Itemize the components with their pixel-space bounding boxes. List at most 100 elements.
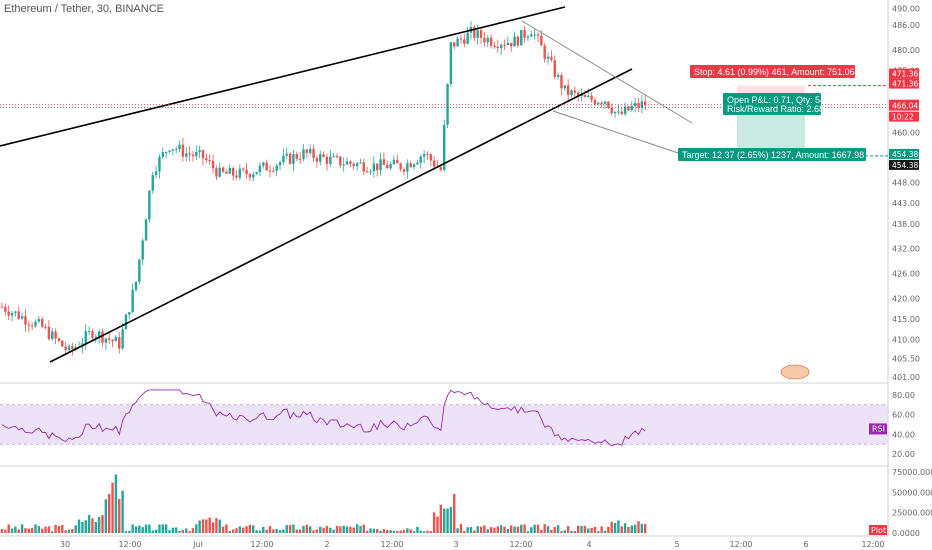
candle-body <box>392 159 396 165</box>
reward-zone <box>737 107 805 156</box>
price-tag <box>889 78 919 89</box>
volume-bar <box>225 524 228 533</box>
volume-bar <box>178 530 181 533</box>
candle-body <box>20 316 24 319</box>
candle-body <box>600 102 603 104</box>
candle-body <box>14 311 17 313</box>
volume-bar <box>610 521 613 533</box>
volume-bar <box>84 520 87 533</box>
candle-body <box>315 158 319 162</box>
candle-body <box>134 281 138 290</box>
price-tick-label: 410.00 <box>892 336 920 345</box>
time-axis: 30 12:00 Jul 12:00 2 12:00 3 12:00 4 5 12:00 6 12:00 <box>60 540 885 549</box>
volume-bar <box>238 526 242 533</box>
candle-body <box>342 164 345 166</box>
volume-bar <box>580 525 583 533</box>
volume-bar <box>101 515 104 533</box>
rsi-tick-label: 40.00 <box>892 430 915 439</box>
volume-bar <box>211 522 215 533</box>
volume-bar <box>386 530 389 533</box>
volume-bar <box>392 530 396 533</box>
candle-body <box>526 36 530 38</box>
price-tag-label: 454.38 <box>892 150 918 159</box>
volume-bar <box>235 528 238 533</box>
candle-body <box>332 155 335 157</box>
volume-bar <box>600 526 603 533</box>
candle-body <box>7 311 10 316</box>
candle-body <box>114 337 118 342</box>
volume-bar <box>278 530 282 533</box>
volume-bar <box>399 530 402 533</box>
volume-bar <box>379 530 382 533</box>
price-tick-label: 486.00 <box>892 21 920 30</box>
candle-body <box>439 167 443 170</box>
candle-body <box>640 101 644 108</box>
volume-bar <box>372 528 376 533</box>
volume-bar <box>118 498 121 533</box>
volume-bar <box>144 524 148 533</box>
price-tick-label: 432.00 <box>892 245 920 254</box>
volume-bar <box>151 530 154 533</box>
candle-body <box>516 36 520 46</box>
price-tag-label: 10:22 <box>892 113 914 122</box>
time-tick-label: 12:00 <box>729 540 752 549</box>
long-position-tool[interactable]: Stop: 4.61 (0.99%) 461, Amount: 751.06 Op… <box>0 65 888 161</box>
chart-title: Ethereum / Tether, 30, BINANCE <box>4 3 164 15</box>
volume-bar <box>292 524 295 533</box>
candle-body <box>536 34 540 36</box>
volume-bar <box>7 524 10 533</box>
volume-bar <box>426 530 429 533</box>
volume-bar <box>252 525 255 533</box>
candle-body <box>295 154 298 159</box>
volume-bar <box>483 525 486 533</box>
volume-bar <box>91 518 94 533</box>
volume-bar <box>359 526 362 533</box>
volume-bar <box>523 524 526 533</box>
volume-bar <box>121 490 124 533</box>
volume-bar <box>248 524 252 533</box>
volume-bar <box>168 530 171 533</box>
volume-tick-label: 75000.0000 <box>892 468 932 477</box>
channel-lower-line <box>552 110 691 158</box>
candle-body <box>476 30 479 39</box>
volume-bar <box>503 526 506 533</box>
candle-body <box>37 319 41 322</box>
volume-bar <box>355 524 359 533</box>
candle-body <box>466 32 469 44</box>
volume-bar <box>443 508 446 533</box>
candle-body <box>255 172 258 175</box>
candle-body <box>188 153 191 155</box>
candle-body <box>181 144 185 157</box>
candle-body <box>34 321 37 327</box>
price-tick-label: 480.00 <box>892 46 920 55</box>
volume-bar <box>138 525 141 533</box>
volume-bar <box>479 526 483 533</box>
candle-body <box>84 331 87 344</box>
volume-bar <box>607 526 610 533</box>
volume-bar <box>67 529 71 533</box>
volume-bar <box>486 529 489 533</box>
candle-body <box>352 163 355 167</box>
candle-body <box>416 162 419 165</box>
candle-body <box>583 94 587 98</box>
candle-body <box>265 162 268 171</box>
candle-body <box>0 306 4 308</box>
candle-body <box>499 44 503 49</box>
candle-body <box>329 156 332 164</box>
volume-bar <box>533 524 536 533</box>
volume-bar <box>339 526 342 533</box>
volume-bar <box>268 526 272 533</box>
volume-bar <box>362 524 365 533</box>
volume-bar <box>422 531 426 533</box>
volume-bar <box>228 530 231 533</box>
volume-bar <box>14 526 17 533</box>
candle-body <box>570 90 573 96</box>
candle-body <box>587 95 590 98</box>
volume-tag <box>869 525 887 535</box>
volume-bar <box>439 504 443 533</box>
candle-body <box>409 163 412 168</box>
candle-body <box>426 153 429 155</box>
volume-bar <box>463 530 466 533</box>
volume-bar <box>30 527 34 533</box>
